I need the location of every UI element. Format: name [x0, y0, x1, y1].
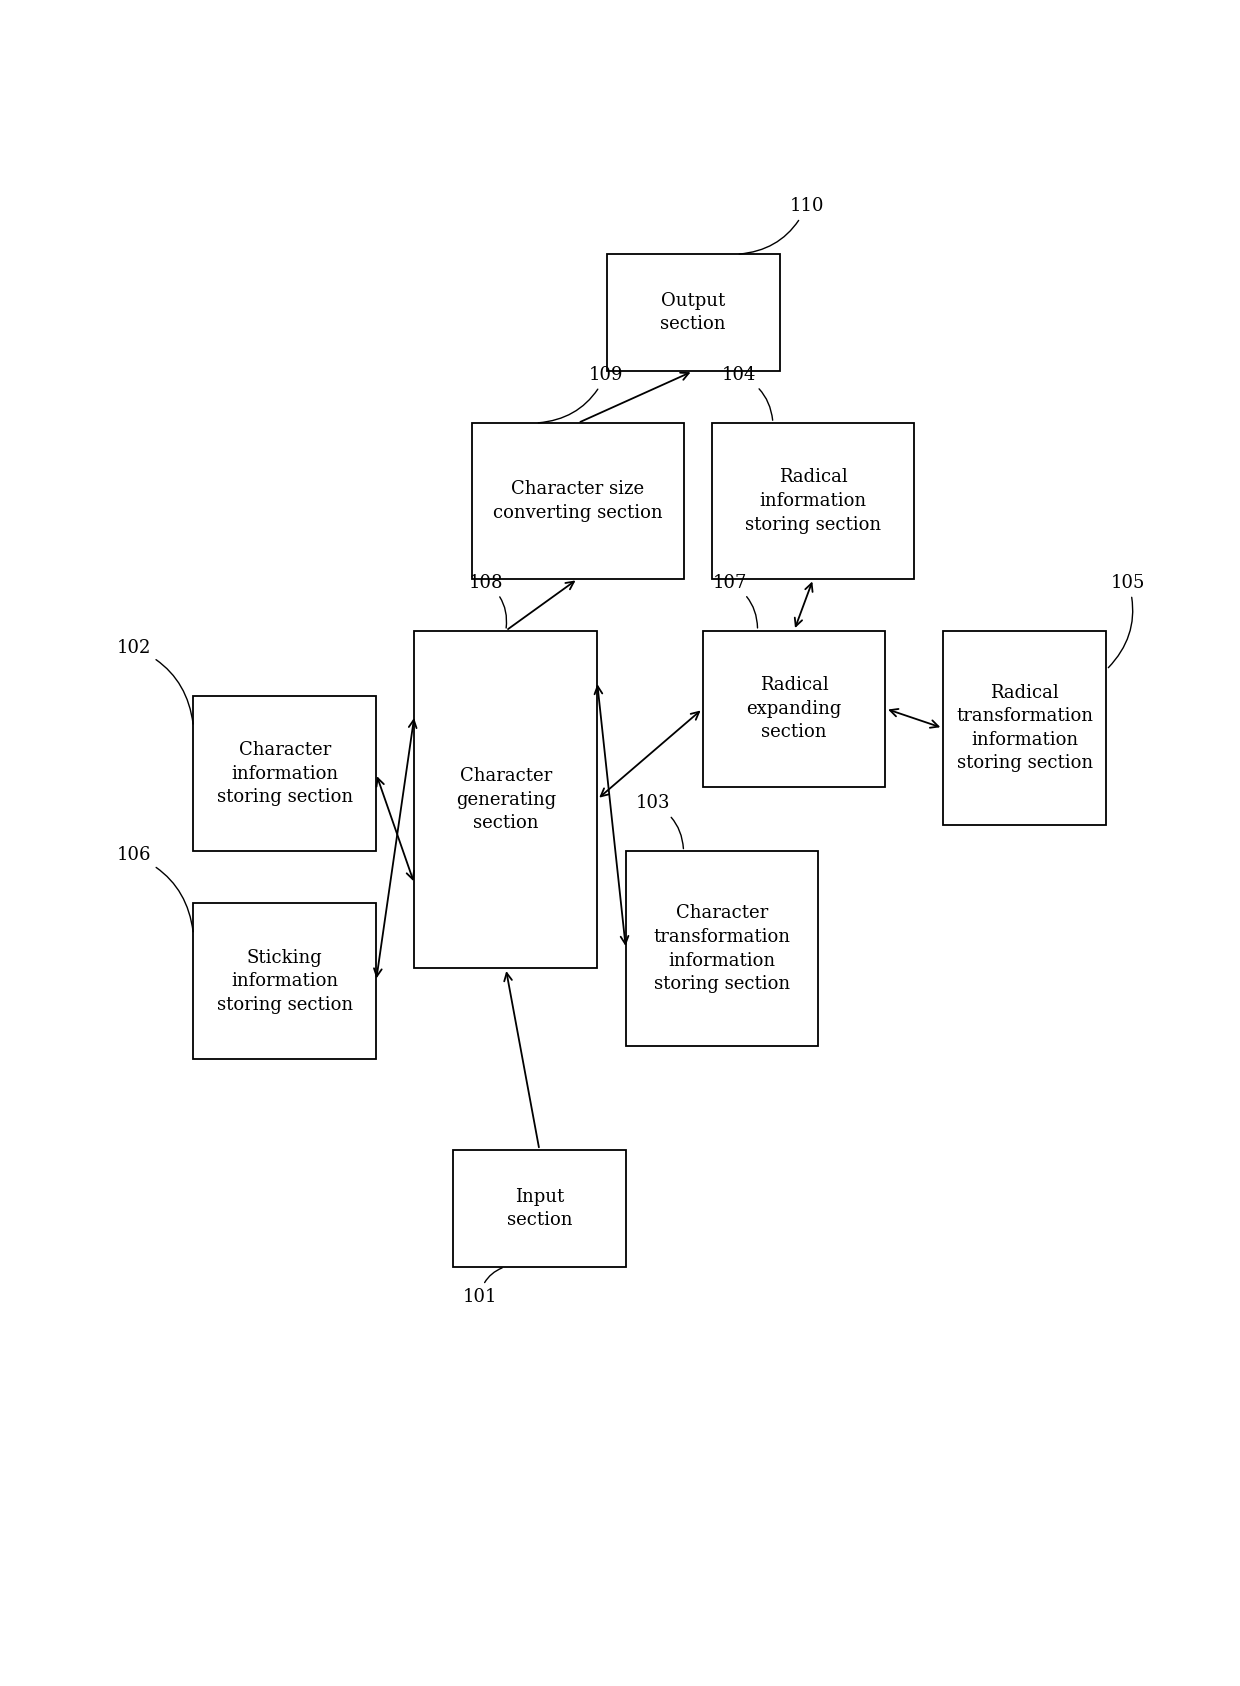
Text: Radical
transformation
information
storing section: Radical transformation information stori…: [956, 685, 1094, 772]
Text: Output
section: Output section: [661, 292, 725, 334]
Bar: [626, 851, 818, 1045]
Text: Radical
information
storing section: Radical information storing section: [745, 469, 882, 533]
Text: Character
information
storing section: Character information storing section: [217, 740, 353, 806]
Text: 101: 101: [463, 1268, 502, 1305]
Text: 110: 110: [739, 197, 823, 255]
Text: 107: 107: [712, 573, 758, 627]
Text: Character size
converting section: Character size converting section: [494, 481, 662, 521]
Text: 102: 102: [117, 639, 193, 723]
Bar: [712, 423, 914, 578]
Bar: [193, 904, 376, 1059]
Text: Input
section: Input section: [507, 1187, 572, 1229]
Text: 109: 109: [538, 366, 622, 423]
Bar: [942, 631, 1106, 826]
Bar: [453, 1150, 626, 1266]
Text: Sticking
information
storing section: Sticking information storing section: [217, 949, 353, 1013]
Bar: [472, 423, 683, 578]
Text: 106: 106: [117, 846, 193, 932]
Text: 108: 108: [469, 573, 507, 627]
Bar: [414, 631, 598, 968]
Bar: [703, 631, 885, 786]
Bar: [606, 255, 780, 371]
Text: Character
generating
section: Character generating section: [455, 767, 556, 833]
Text: 104: 104: [722, 366, 773, 420]
Text: Radical
expanding
section: Radical expanding section: [746, 676, 842, 742]
Text: 103: 103: [635, 794, 683, 848]
Text: Character
transformation
information
storing section: Character transformation information sto…: [653, 904, 790, 993]
Text: 105: 105: [1109, 573, 1146, 668]
Bar: [193, 696, 376, 851]
